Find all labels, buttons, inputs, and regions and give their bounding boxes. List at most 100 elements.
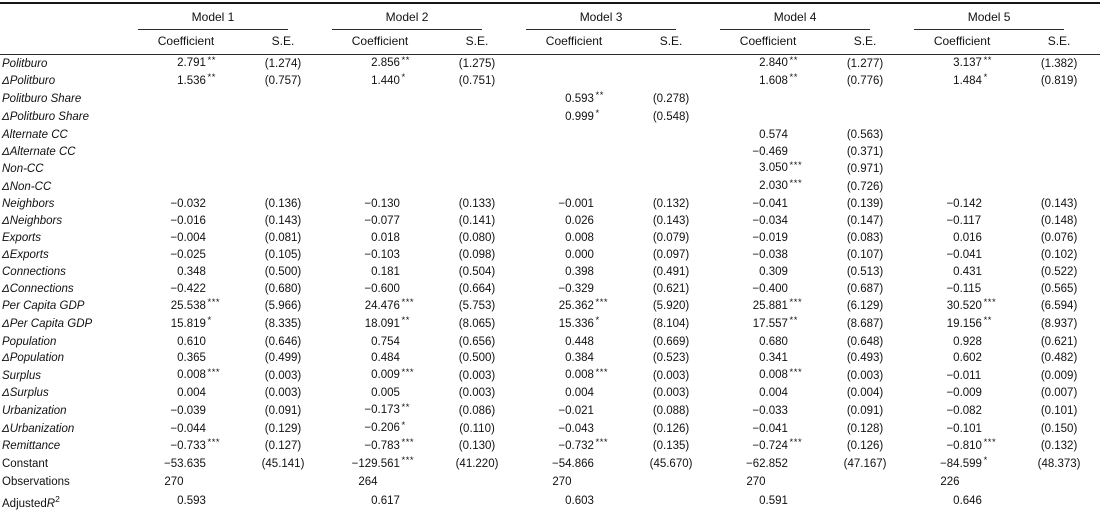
coefficient-cell: 0.341 (712, 350, 824, 367)
coefficient-fraction: .593 (183, 495, 206, 508)
significance-stars: *** (401, 437, 415, 449)
se-cell: (1.275) (458, 57, 496, 70)
se-header: S.E. (630, 30, 713, 55)
coefficient-cell: 1.440 * (324, 72, 436, 91)
coefficient-value: −53.635 (150, 456, 223, 473)
coefficient-integer: −62 (746, 458, 766, 471)
coefficient-value: 17.557 ** (732, 315, 805, 334)
coefficient-fraction: .034 (765, 215, 788, 228)
se-cell: (0.819) (1040, 75, 1078, 88)
se-cell: (0.105) (264, 248, 302, 261)
coefficient-integer: 0 (371, 265, 378, 278)
coefficient-integer: 264 (358, 475, 378, 488)
coefficient-cell: −0.810 *** (906, 437, 1018, 456)
table-row: ΔUrbanization −0.044 (0.129) −0.206 * (0.110… (0, 420, 1100, 438)
coefficient-fraction: .384 (571, 352, 594, 365)
significance-stars: *** (401, 455, 415, 467)
coefficient-cell: 25.881 *** (712, 297, 824, 316)
coefficient-value: 0.348 (150, 264, 223, 281)
significance-stars: * (595, 108, 600, 120)
coefficient-integer: −129 (351, 457, 378, 470)
coefficient-fraction: .341 (765, 352, 788, 365)
se-cell: (0.493) (846, 352, 884, 365)
se-cell (436, 127, 518, 144)
row-label: Observations (2, 475, 70, 488)
coefficient-fraction: .600 (377, 282, 400, 295)
se-cell: (0.648) (846, 335, 884, 348)
coefficient-cell: 19.156 ** (906, 315, 1018, 334)
significance-stars: *** (789, 177, 803, 189)
coefficient-value: 2.791 ** (150, 55, 223, 73)
coefficient-integer: −0 (558, 404, 572, 417)
se-cell: (0.621) (1040, 335, 1078, 348)
significance-stars: ** (983, 315, 992, 327)
coefficient-fraction: .646 (959, 495, 982, 508)
coefficient-fraction: .400 (765, 282, 788, 295)
coefficient-value: −0.019 (732, 230, 805, 247)
coefficient-value: 0.004 (150, 385, 223, 402)
row-label: Politburo (2, 57, 48, 70)
coefficient-cell: −0.041 (712, 196, 824, 213)
se-cell: (0.139) (846, 198, 884, 211)
coefficient-cell: −0.043 (518, 420, 630, 438)
coefficient-integer: −0 (170, 198, 184, 211)
coefficient-value: 0.431 (926, 264, 999, 281)
coefficient-integer: 2 (759, 57, 766, 69)
coefficient-value: −0.101 (926, 421, 999, 438)
coefficient-fraction: .440 (377, 74, 400, 87)
coefficient-fraction: .004 (183, 232, 206, 245)
table-row: ΔAlternate CC −0.469 (0.371) (0, 144, 1100, 161)
coefficient-cell: 18.091 ** (324, 315, 436, 334)
se-cell: (0.143) (1040, 198, 1078, 211)
coefficient-integer: 3 (759, 162, 766, 175)
table-row: Remittance −0.733 *** (0.127) −0.783 *** (0.1… (0, 437, 1100, 456)
coefficient-cell: −0.173 ** (324, 402, 436, 420)
coefficient-integer: −0 (364, 422, 378, 435)
se-cell: (0.669) (652, 335, 690, 348)
se-cell (630, 491, 712, 510)
coefficient-value: 15.819 * (150, 315, 223, 334)
coefficient-header: Coefficient (130, 30, 242, 55)
coefficient-integer: 0 (759, 335, 766, 348)
coefficient-value: −0.004 (150, 230, 223, 247)
se-cell: (0.482) (1040, 352, 1078, 365)
coefficient-integer: 0 (565, 335, 572, 348)
coefficient-integer: −0 (170, 248, 184, 261)
coefficient-integer: 270 (746, 475, 766, 488)
coefficient-integer: −0 (946, 215, 960, 228)
coefficient-cell: −0.032 (130, 196, 242, 213)
se-cell: (0.081) (264, 232, 302, 245)
coefficient-cell: 0.610 (130, 334, 242, 351)
coefficient-value: 1.536 ** (150, 72, 223, 91)
coefficient-cell: 2.856 ** (324, 55, 436, 73)
se-cell: (1.382) (1040, 57, 1078, 70)
coefficient-cell: −0.117 (906, 213, 1018, 230)
coefficient-integer: −0 (752, 248, 766, 261)
se-cell (630, 144, 712, 161)
model-2-header: Model 2 (324, 3, 518, 30)
coefficient-cell: 264 (324, 474, 436, 491)
se-cell: (0.565) (1040, 282, 1078, 295)
se-cell (436, 491, 518, 510)
table-row: ΔPolitburo Share 0.999 * (0.548) (0, 108, 1100, 127)
coefficient-value: 0.593 (150, 493, 223, 510)
coefficient-fraction: .050 (765, 162, 788, 175)
coefficient-value: 25.538 *** (150, 297, 223, 316)
coefficient-cell: 25.538 *** (130, 297, 242, 316)
coefficient-integer: 0 (565, 92, 572, 105)
coefficient-value: 0.928 (926, 334, 999, 351)
coefficient-value: −0.329 (538, 281, 611, 298)
model-4-label: Model 4 (720, 4, 871, 30)
significance-stars: *** (983, 297, 997, 309)
coefficient-cell: 0.928 (906, 334, 1018, 351)
coefficient-value: −0.724 *** (732, 437, 805, 456)
coefficient-cell (518, 144, 630, 161)
coefficient-cell: 0.004 (712, 385, 824, 402)
coefficient-integer: 0 (759, 387, 766, 400)
se-cell: (0.091) (846, 404, 884, 417)
se-cell (436, 109, 518, 127)
coefficient-cell (518, 178, 630, 196)
coefficient-fraction: .077 (377, 215, 400, 228)
se-cell: (6.129) (846, 300, 884, 313)
coefficient-cell: 0.004 (130, 385, 242, 402)
